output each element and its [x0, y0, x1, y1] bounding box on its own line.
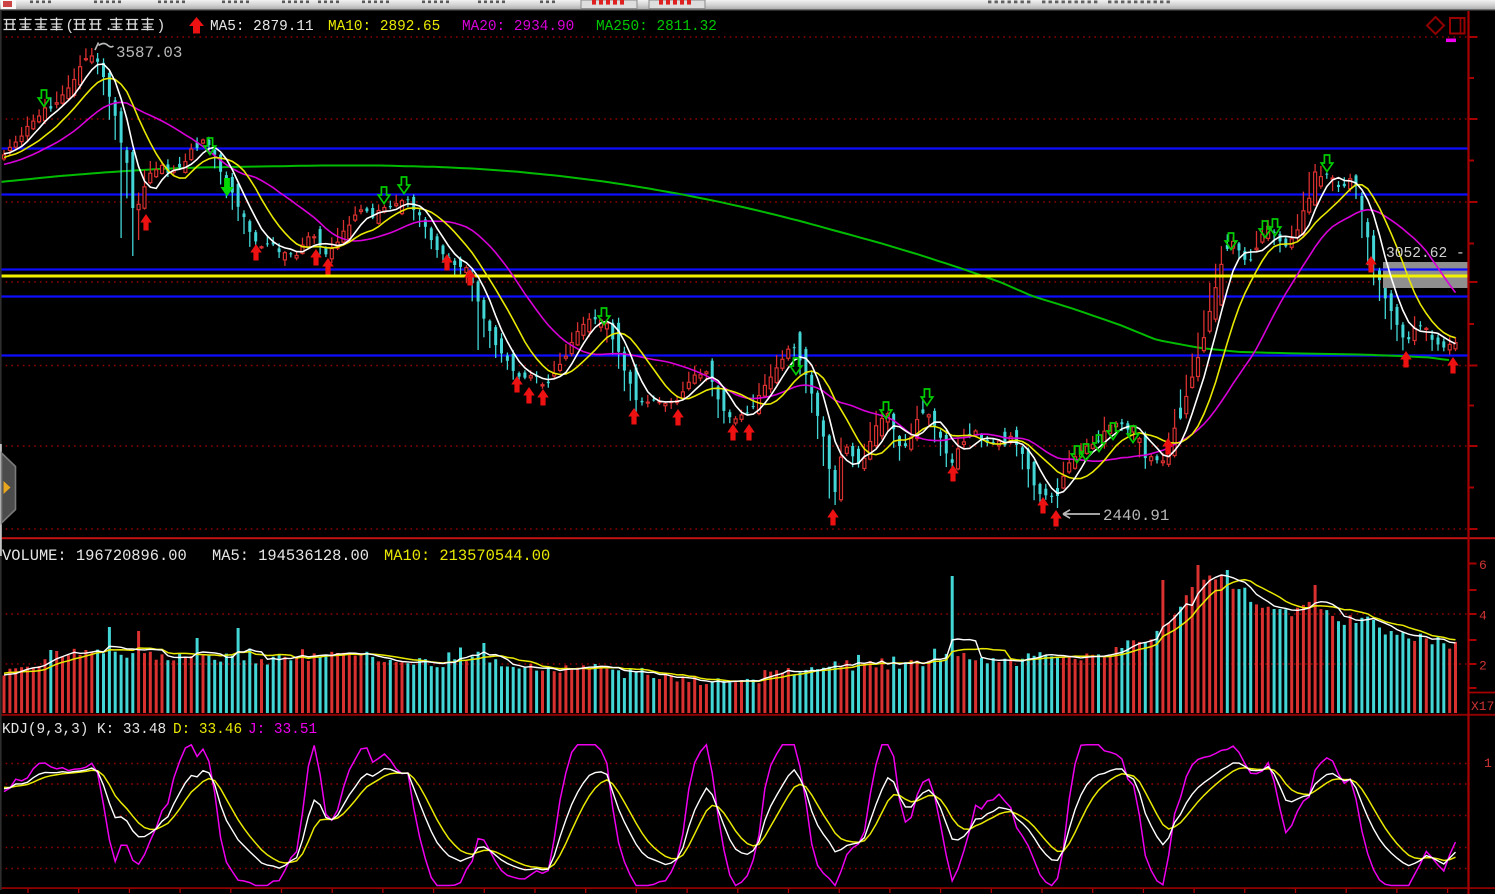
svg-text:MA20: 2934.90: MA20: 2934.90 [462, 19, 574, 35]
svg-text:2440.91: 2440.91 [1103, 507, 1169, 525]
svg-text:D: 33.46: D: 33.46 [173, 722, 242, 738]
svg-text:MA250: 2811.32: MA250: 2811.32 [596, 19, 717, 35]
svg-text:MA10: 213570544.00: MA10: 213570544.00 [384, 547, 550, 565]
svg-text:MA10: 2892.65: MA10: 2892.65 [328, 19, 440, 35]
svg-text:VOLUME: 196720896.00: VOLUME: 196720896.00 [2, 547, 187, 565]
svg-text:4: 4 [1479, 609, 1487, 624]
svg-text:KDJ(9,3,3): KDJ(9,3,3) [2, 722, 88, 738]
svg-text:X17: X17 [1471, 699, 1494, 714]
svg-text:6: 6 [1479, 558, 1487, 573]
svg-text:3052.62 -: 3052.62 - [1386, 246, 1465, 262]
svg-text:J: 33.51: J: 33.51 [248, 722, 317, 738]
svg-text:2: 2 [1479, 659, 1487, 674]
svg-text:K: 33.48: K: 33.48 [97, 722, 166, 738]
svg-text:MA5: 2879.11: MA5: 2879.11 [210, 19, 314, 35]
svg-text:3587.03: 3587.03 [116, 44, 182, 62]
svg-text:(: ( [65, 18, 74, 35]
svg-text:.: . [104, 18, 113, 35]
svg-text:): ) [156, 18, 165, 35]
svg-text:1: 1 [1484, 756, 1492, 771]
svg-text:MA5: 194536128.00: MA5: 194536128.00 [212, 547, 369, 565]
